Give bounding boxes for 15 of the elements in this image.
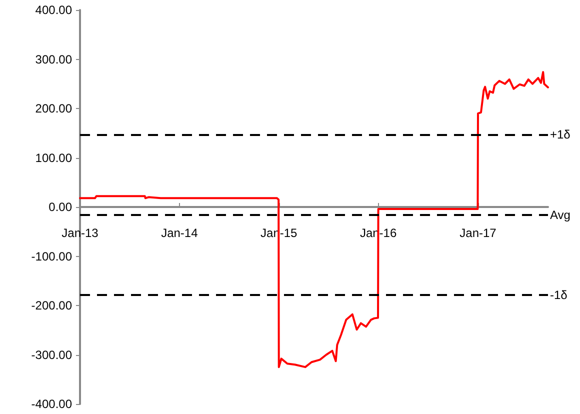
x-tick-label: Jan-17 bbox=[460, 226, 497, 240]
y-tick-label: 100.00 bbox=[35, 150, 72, 165]
x-tick-label: Jan-13 bbox=[62, 226, 99, 240]
ref-line-label: -1δ bbox=[550, 288, 568, 302]
ref-line-label: +1δ bbox=[550, 128, 571, 142]
x-tick-label: Jan-14 bbox=[161, 226, 198, 240]
y-tick-label: 300.00 bbox=[35, 52, 72, 66]
ref-line-label: Avg bbox=[550, 208, 570, 222]
y-tick-label: -300.00 bbox=[31, 348, 72, 362]
y-tick-label: 400.00 bbox=[35, 3, 72, 17]
y-tick-label: 200.00 bbox=[35, 102, 72, 116]
y-tick-label: -400.00 bbox=[31, 397, 72, 411]
y-tick-label: 0.00 bbox=[48, 200, 72, 214]
y-tick-label: -100.00 bbox=[31, 249, 72, 264]
y-tick-label: -200.00 bbox=[31, 298, 72, 312]
